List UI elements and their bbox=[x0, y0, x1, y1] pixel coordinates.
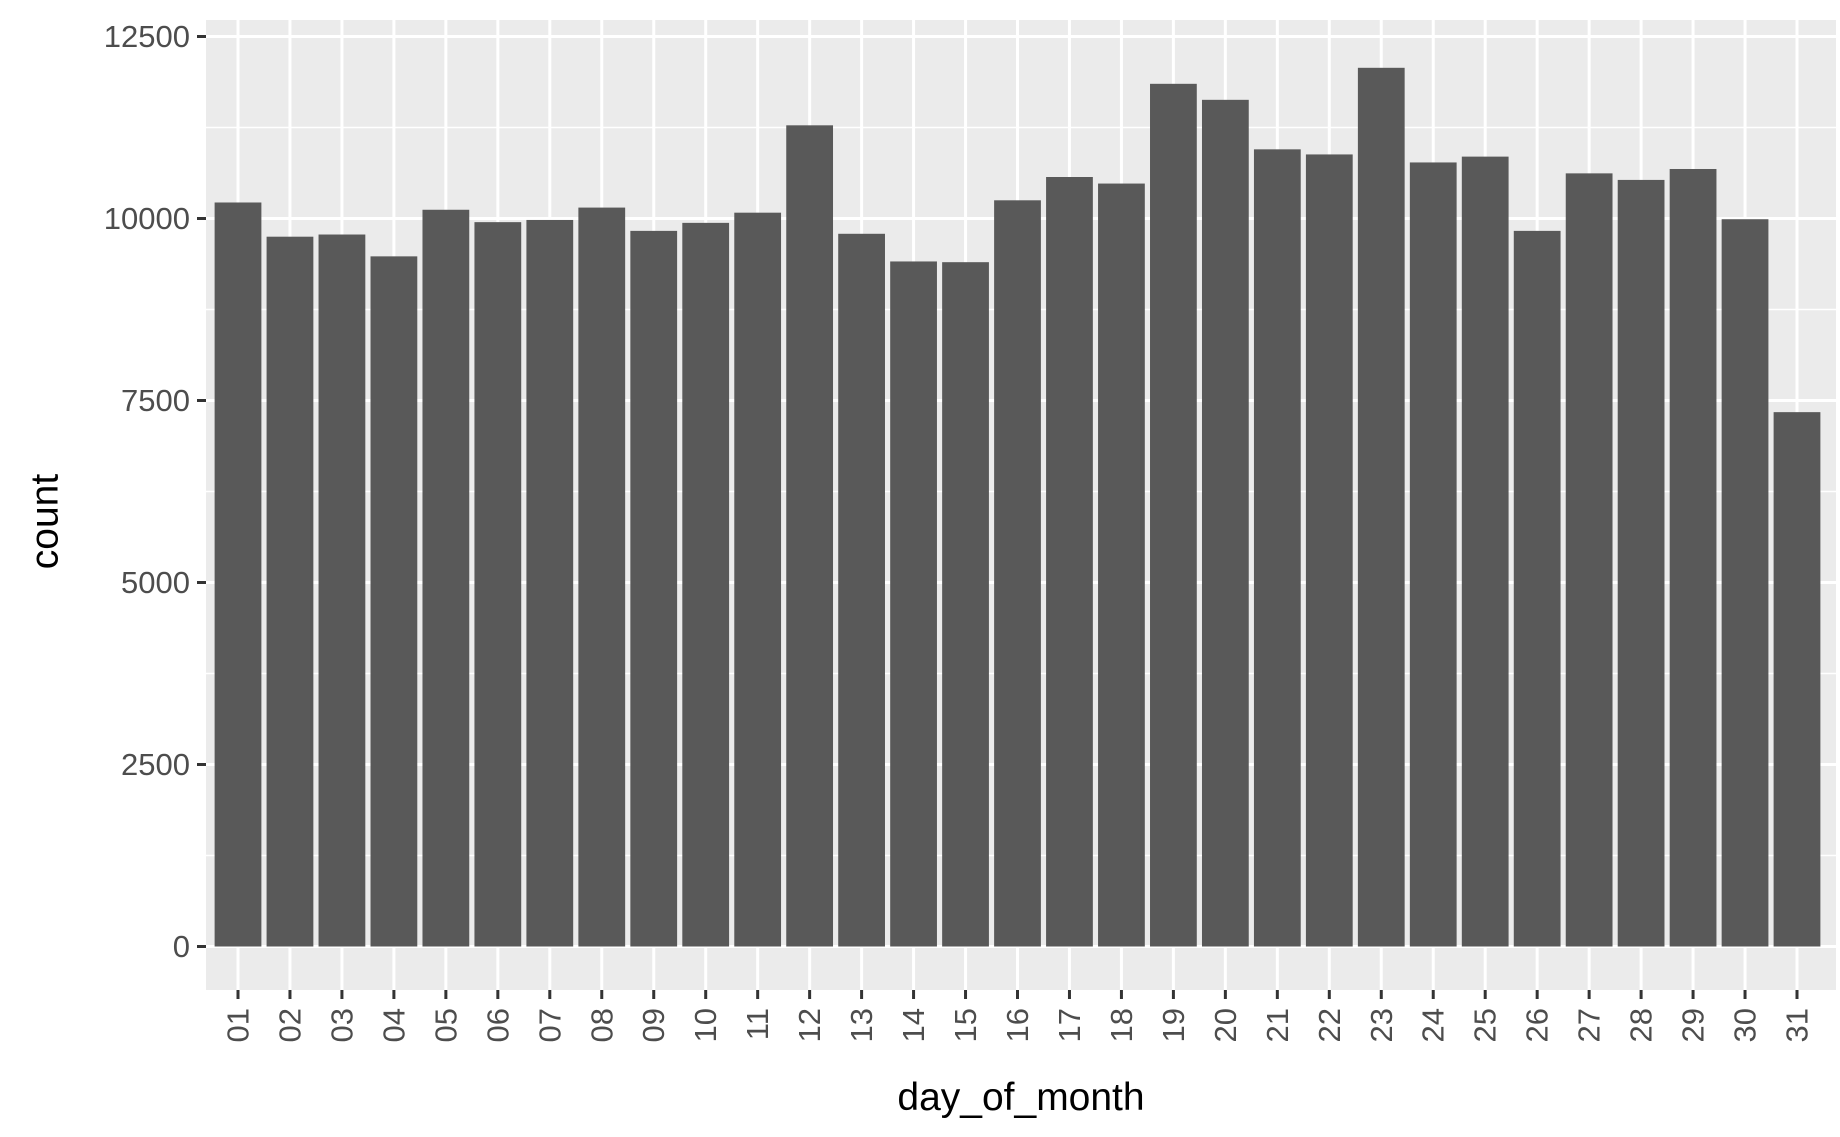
bar-day-08 bbox=[578, 207, 626, 947]
x-tick-label: 25 bbox=[1468, 1008, 1503, 1042]
bar-day-16 bbox=[994, 200, 1041, 947]
bar-day-03 bbox=[318, 234, 366, 947]
y-axis: 0 2500 5000 7500 10000 12500 bbox=[104, 19, 206, 964]
x-tick-label: 15 bbox=[948, 1008, 983, 1042]
x-tick-label: 12 bbox=[792, 1008, 827, 1042]
x-tick-label: 02 bbox=[272, 1008, 307, 1042]
x-tick-label: 20 bbox=[1208, 1008, 1243, 1042]
x-tick-label: 21 bbox=[1260, 1008, 1295, 1042]
x-tick-label: 08 bbox=[584, 1008, 619, 1042]
bar-day-07 bbox=[526, 219, 574, 947]
bar-day-24 bbox=[1409, 162, 1457, 947]
bar-day-15 bbox=[942, 262, 989, 947]
x-tick-label: 05 bbox=[428, 1008, 463, 1042]
y-tick-label: 12500 bbox=[104, 19, 190, 54]
bar-day-28 bbox=[1617, 179, 1665, 947]
x-tick-label: 23 bbox=[1364, 1008, 1399, 1042]
x-tick-label: 18 bbox=[1104, 1008, 1139, 1042]
x-tick-label: 06 bbox=[480, 1008, 515, 1042]
bar-day-11 bbox=[734, 212, 782, 947]
bar-day-17 bbox=[1046, 177, 1093, 947]
bar-day-18 bbox=[1098, 183, 1145, 947]
bar-day-13 bbox=[838, 233, 885, 947]
bar-day-31 bbox=[1773, 412, 1821, 947]
bar-day-22 bbox=[1305, 154, 1353, 947]
x-tick-label: 10 bbox=[688, 1008, 723, 1042]
x-tick-label: 13 bbox=[844, 1008, 879, 1042]
y-tick-label: 7500 bbox=[121, 383, 190, 418]
bar-day-21 bbox=[1253, 149, 1301, 947]
bar-day-26 bbox=[1513, 230, 1561, 947]
bar-day-14 bbox=[890, 261, 937, 947]
y-axis-title: count bbox=[24, 474, 67, 570]
y-tick-label: 5000 bbox=[121, 565, 190, 600]
x-tick-label: 09 bbox=[636, 1008, 671, 1042]
x-tick-label: 26 bbox=[1520, 1008, 1555, 1042]
bar-day-10 bbox=[682, 222, 730, 947]
x-tick-label: 03 bbox=[324, 1008, 359, 1042]
x-tick-label: 28 bbox=[1624, 1008, 1659, 1042]
x-tick-label: 30 bbox=[1728, 1008, 1763, 1042]
x-tick-label: 29 bbox=[1676, 1008, 1711, 1042]
x-tick-label: 04 bbox=[376, 1008, 411, 1042]
y-tick-label: 2500 bbox=[121, 747, 190, 782]
bar-day-09 bbox=[630, 230, 678, 947]
bars bbox=[214, 67, 1821, 947]
bar-day-30 bbox=[1721, 219, 1769, 947]
x-tick-label: 24 bbox=[1416, 1008, 1451, 1042]
y-tick-label: 10000 bbox=[104, 201, 190, 236]
x-tick-label: 27 bbox=[1572, 1008, 1607, 1042]
bar-day-25 bbox=[1461, 156, 1509, 947]
bar-day-02 bbox=[266, 236, 314, 947]
x-tick-label: 14 bbox=[896, 1008, 931, 1042]
bar-day-20 bbox=[1201, 99, 1249, 947]
bar-day-27 bbox=[1565, 173, 1613, 947]
x-tick-label: 11 bbox=[740, 1008, 775, 1040]
bar-day-04 bbox=[370, 256, 418, 947]
bar-day-01 bbox=[214, 202, 262, 947]
x-tick-label: 07 bbox=[532, 1008, 567, 1042]
bar-day-23 bbox=[1357, 67, 1405, 947]
x-tick-label: 22 bbox=[1312, 1008, 1347, 1042]
x-tick-label: 19 bbox=[1156, 1008, 1191, 1042]
x-tick-label: 16 bbox=[1000, 1008, 1035, 1042]
bar-day-19 bbox=[1150, 83, 1197, 947]
x-tick-label: 01 bbox=[221, 1008, 256, 1042]
y-tick-label: 0 bbox=[173, 929, 190, 964]
bar-day-12 bbox=[786, 125, 834, 947]
x-tick-label: 17 bbox=[1052, 1008, 1087, 1042]
x-axis: 01 02 03 04 05 06 07 08 09 10 11 12 13 14 15 16 17 18 19 20… bbox=[221, 990, 1815, 1042]
bar-day-06 bbox=[474, 222, 522, 947]
x-axis-title: day_of_month bbox=[897, 1076, 1144, 1119]
x-tick-label: 31 bbox=[1780, 1008, 1815, 1042]
bar-day-29 bbox=[1669, 168, 1717, 947]
bar-day-05 bbox=[422, 209, 470, 947]
